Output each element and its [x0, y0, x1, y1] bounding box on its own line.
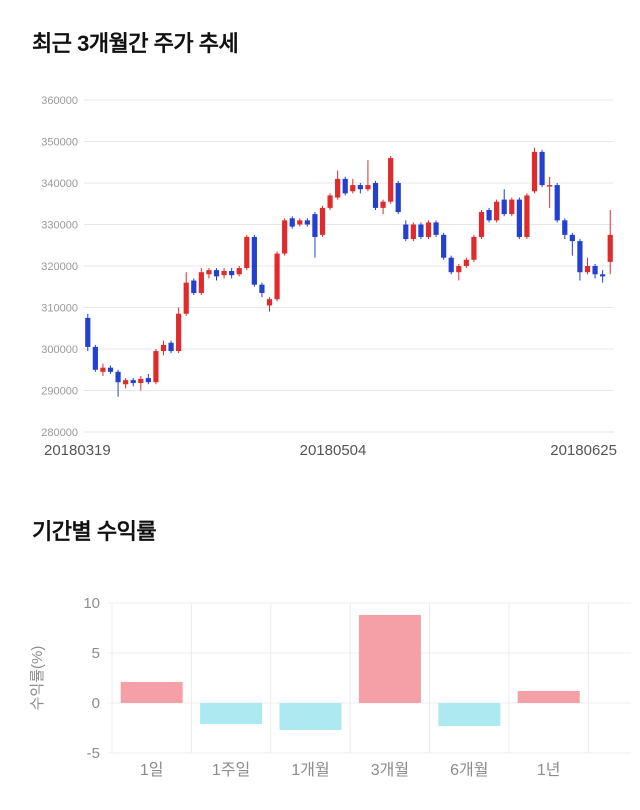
svg-text:5: 5 — [92, 645, 100, 662]
svg-text:310000: 310000 — [41, 303, 78, 315]
svg-text:350000: 350000 — [41, 137, 78, 149]
candle-x-tick-labels: 20180319 20180504 20180625 — [44, 442, 617, 459]
bar-category-labels: 1일 1주일 1개월 3개월 6개월 1년 — [140, 761, 561, 779]
svg-text:320000: 320000 — [41, 261, 78, 273]
bar-y-axis-label: 수익률(%) — [29, 646, 46, 711]
candles — [85, 147, 613, 397]
svg-text:340000: 340000 — [41, 178, 78, 190]
period-returns-title: 기간별 수익률 — [32, 519, 157, 544]
svg-text:10: 10 — [83, 595, 100, 612]
returns-bar-chart: 10 5 0 -5 1일 1주일 1개월 3개월 6개월 1년 수익률(%) — [29, 595, 631, 779]
bars — [120, 615, 580, 730]
candlestick-chart: 360000 350000 340000 330000 320000 310000 3000… — [41, 95, 617, 459]
bar-y-tick-labels: 10 5 0 -5 — [83, 595, 100, 762]
svg-text:290000: 290000 — [41, 386, 78, 398]
svg-text:-5: -5 — [87, 745, 100, 762]
svg-text:6개월: 6개월 — [450, 761, 488, 779]
svg-text:20180319: 20180319 — [44, 442, 111, 459]
svg-text:0: 0 — [92, 695, 100, 712]
price-trend-title: 최근 3개월간 주가 추세 — [32, 31, 239, 56]
svg-text:20180625: 20180625 — [550, 442, 617, 459]
svg-text:1개월: 1개월 — [291, 761, 329, 779]
svg-text:20180504: 20180504 — [300, 442, 367, 459]
svg-text:1일: 1일 — [140, 761, 164, 779]
svg-text:360000: 360000 — [41, 95, 78, 107]
candle-y-tick-labels: 360000 350000 340000 330000 320000 310000 3000… — [41, 95, 78, 439]
svg-text:280000: 280000 — [41, 427, 78, 439]
svg-text:3개월: 3개월 — [371, 761, 409, 779]
svg-text:300000: 300000 — [41, 344, 78, 356]
svg-text:1주일: 1주일 — [212, 761, 250, 779]
svg-text:1년: 1년 — [537, 761, 561, 779]
svg-text:330000: 330000 — [41, 220, 78, 232]
